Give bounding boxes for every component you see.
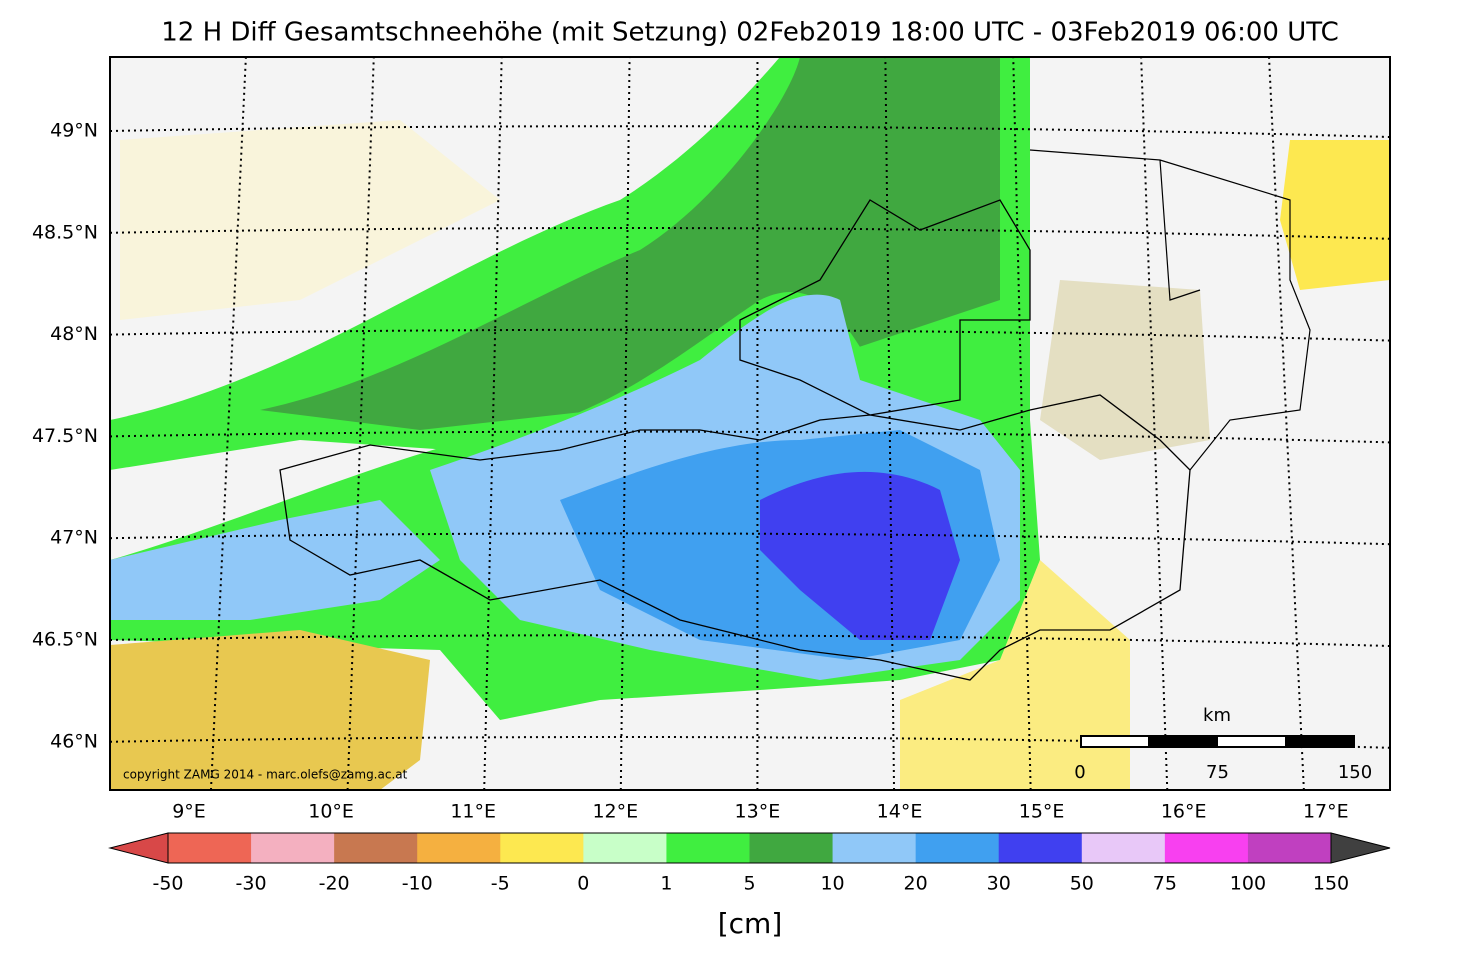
lon-label: 12°E	[592, 801, 638, 823]
colorbar-tick-label: 100	[1230, 873, 1266, 895]
colorbar-tick-label: -30	[236, 873, 267, 895]
colorbar-segment	[999, 833, 1083, 863]
lat-label: 48°N	[50, 323, 98, 345]
colorbar-tick-label: 10	[820, 873, 844, 895]
lat-label: 49°N	[50, 120, 98, 142]
lon-label: 15°E	[1019, 801, 1065, 823]
colorbar-segment	[417, 833, 501, 863]
colorbar-over	[1331, 833, 1390, 863]
colorbar-segment	[916, 833, 1000, 863]
lat-label: 46.5°N	[32, 629, 98, 651]
snow-zone	[1280, 140, 1390, 290]
snow-zone	[1040, 280, 1210, 460]
lon-label: 13°E	[735, 801, 781, 823]
colorbar-segment	[1165, 833, 1249, 863]
colorbar-segment	[1082, 833, 1166, 863]
colorbar-tick-label: 20	[904, 873, 928, 895]
colorbar-segment	[168, 833, 252, 863]
colorbar-tick-label: 30	[987, 873, 1011, 895]
scale-bar-segment	[1218, 737, 1285, 746]
title: 12 H Diff Gesamtschneehöhe (mit Setzung)…	[161, 18, 1339, 48]
lat-label: 47°N	[50, 527, 98, 549]
colorbar-tick-label: -20	[319, 873, 350, 895]
colorbar-tick-label: 150	[1313, 873, 1349, 895]
colorbar-segment	[583, 833, 667, 863]
colorbar-tick-label: 1	[660, 873, 672, 895]
copyright: copyright ZAMG 2014 - marc.olefs@zamg.ac…	[123, 768, 408, 782]
colorbar-tick-label: 50	[1070, 873, 1094, 895]
map-area: copyright ZAMG 2014 - marc.olefs@zamg.ac…	[110, 57, 1390, 790]
colorbar-segment	[1248, 833, 1332, 863]
lat-label: 46°N	[50, 730, 98, 752]
colorbar-segment	[750, 833, 834, 863]
colorbar-segment	[251, 833, 335, 863]
lon-label: 17°E	[1303, 801, 1349, 823]
snow-zone	[110, 630, 430, 790]
colorbar-unit: [cm]	[718, 907, 783, 940]
colorbar-segment	[334, 833, 418, 863]
colorbar-segment	[833, 833, 917, 863]
scale-bar-segment	[1082, 737, 1148, 746]
lat-label: 47.5°N	[32, 425, 98, 447]
lon-label: 9°E	[172, 801, 206, 823]
lon-label: 10°E	[308, 801, 354, 823]
colorbar-segment	[500, 833, 584, 863]
scale-bar-unit: km	[1203, 705, 1231, 726]
colorbar-tick-label: -5	[491, 873, 510, 895]
colorbar-segment	[666, 833, 750, 863]
colorbar-tick-label: 5	[743, 873, 755, 895]
lon-label: 16°E	[1161, 801, 1207, 823]
colorbar-tick-label: -50	[152, 873, 183, 895]
colorbar-tick-label: 0	[577, 873, 589, 895]
lon-label: 14°E	[877, 801, 923, 823]
colorbar-tick-label: 75	[1153, 873, 1177, 895]
colorbar-under	[110, 833, 168, 863]
lon-label: 11°E	[450, 801, 496, 823]
scale-bar-label: 0	[1074, 762, 1085, 783]
lat-label: 48.5°N	[32, 221, 98, 243]
colorbar-tick-label: -10	[402, 873, 433, 895]
scale-bar-label: 75	[1206, 762, 1229, 783]
scale-bar-label: 150	[1338, 762, 1372, 783]
